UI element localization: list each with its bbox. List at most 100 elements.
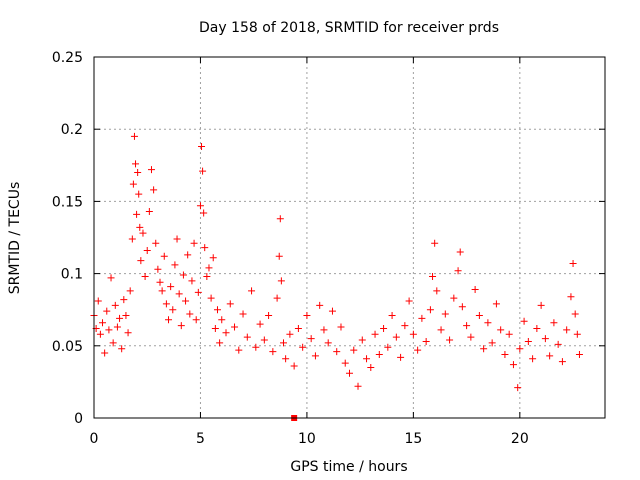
data-point [150, 186, 158, 194]
data-point [354, 382, 362, 390]
axis-ticks [93, 56, 605, 419]
data-point [529, 355, 537, 363]
data-point [350, 346, 358, 354]
data-point [550, 319, 558, 327]
data-point [279, 339, 287, 347]
data-point [520, 317, 528, 325]
data-point [188, 277, 196, 285]
data-point [316, 301, 324, 309]
x-tick-label: 5 [196, 431, 205, 447]
data-point [429, 272, 437, 280]
data-point [231, 323, 239, 331]
data-point [165, 316, 173, 324]
data-point [516, 345, 524, 353]
y-tick-label: 0.25 [52, 50, 83, 66]
data-point [156, 278, 164, 286]
data-point [414, 346, 422, 354]
data-point [158, 287, 166, 295]
data-point [333, 348, 341, 356]
data-point [397, 353, 405, 361]
data-point [120, 296, 128, 304]
data-point [203, 272, 211, 280]
data-point [273, 294, 281, 302]
data-point [184, 251, 192, 259]
data-point [109, 339, 117, 347]
data-point [179, 271, 187, 279]
data-point [456, 248, 464, 256]
data-point [198, 143, 206, 151]
data-point [533, 324, 541, 332]
data-point [177, 322, 185, 330]
data-point [437, 326, 445, 334]
data-point [446, 336, 454, 344]
data-point [269, 348, 277, 356]
grid-lines [94, 57, 605, 418]
data-point [243, 333, 251, 341]
data-point [256, 320, 264, 328]
data-point [118, 345, 126, 353]
data-point [384, 343, 392, 351]
data-point [346, 369, 353, 377]
x-tick-label: 0 [90, 431, 99, 447]
data-point [207, 294, 215, 302]
data-point [105, 326, 113, 334]
data-point [139, 229, 147, 237]
data-point [192, 316, 200, 324]
data-point [145, 208, 153, 216]
data-point [307, 335, 315, 343]
data-point [141, 272, 149, 280]
data-point [248, 287, 256, 295]
y-tick-label: 0.1 [61, 267, 83, 283]
data-point [235, 346, 243, 354]
data-point [175, 290, 183, 298]
data-point [433, 287, 441, 295]
data-point [239, 310, 247, 318]
data-point [541, 335, 549, 343]
data-point [107, 274, 115, 282]
data-point [199, 167, 207, 175]
data-point [320, 326, 328, 334]
data-point [124, 329, 132, 337]
data-point [401, 322, 409, 330]
data-point [458, 303, 466, 311]
data-point [571, 310, 579, 318]
x-tick-label: 10 [298, 431, 316, 447]
data-point [211, 324, 219, 332]
data-point [132, 160, 140, 168]
data-point [135, 190, 143, 198]
chart-title: Day 158 of 2018, SRMTID for receiver prd… [199, 20, 499, 36]
data-point [213, 306, 221, 314]
data-point [405, 297, 413, 305]
data-point [186, 310, 194, 318]
plot-frame [93, 56, 606, 419]
data-point [303, 311, 311, 319]
data-point [154, 265, 162, 273]
data-point [537, 301, 545, 309]
data-point [290, 362, 298, 370]
data-point [130, 132, 138, 140]
data-point [367, 363, 375, 371]
data-point [143, 246, 151, 254]
data-point [375, 350, 383, 358]
data-point [480, 345, 488, 353]
data-point [524, 337, 532, 345]
data-point [450, 294, 458, 302]
data-point [116, 314, 124, 322]
data-point [441, 310, 449, 318]
data-point [422, 337, 430, 345]
data-point [190, 239, 198, 247]
data-point [337, 323, 345, 331]
data-point [167, 283, 175, 291]
x-tick-label: 20 [511, 431, 529, 447]
data-point [463, 322, 471, 330]
data-point [99, 319, 107, 327]
data-point [554, 340, 562, 348]
y-tick-label: 0 [74, 411, 83, 427]
data-point [205, 264, 213, 272]
data-point [505, 330, 513, 338]
data-point [101, 349, 109, 357]
data-point [171, 261, 179, 269]
data-point [563, 326, 571, 334]
data-point [111, 301, 119, 309]
data-point [160, 252, 168, 260]
